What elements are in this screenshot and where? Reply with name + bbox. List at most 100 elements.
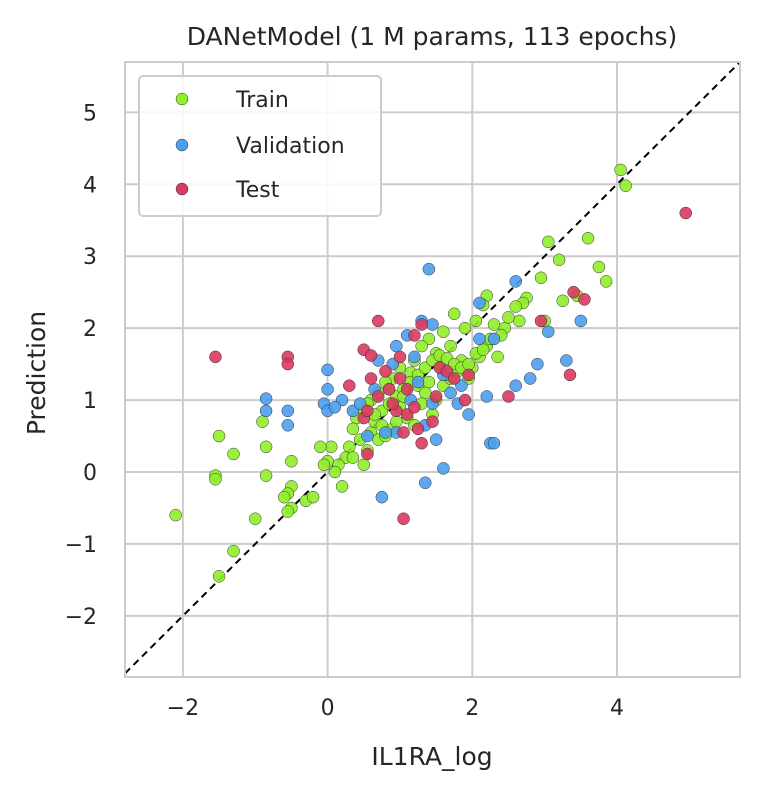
point-train xyxy=(346,451,360,464)
point-validation xyxy=(473,332,486,346)
point-validation xyxy=(509,275,522,288)
point-validation xyxy=(281,418,295,432)
point-train xyxy=(324,440,338,454)
point-train xyxy=(614,163,627,177)
point-test xyxy=(415,436,428,450)
point-test xyxy=(397,426,410,439)
point-train xyxy=(259,469,273,482)
y-axis-label: Prediction xyxy=(22,311,51,435)
point-train xyxy=(248,512,262,526)
point-test xyxy=(281,357,295,371)
point-validation xyxy=(480,390,494,403)
point-train xyxy=(227,544,240,558)
point-test xyxy=(393,350,407,364)
point-test xyxy=(364,349,378,362)
point-train xyxy=(534,271,548,285)
point-train xyxy=(306,490,320,504)
legend-box xyxy=(138,75,382,217)
point-train xyxy=(256,415,269,428)
point-train xyxy=(581,231,595,245)
point-train xyxy=(592,260,606,274)
point-test xyxy=(371,314,385,328)
point-validation xyxy=(259,392,273,405)
point-validation xyxy=(444,386,457,400)
point-validation xyxy=(259,404,273,418)
legend-marker-train xyxy=(175,92,189,106)
point-test xyxy=(429,390,443,403)
x-tick-label: 0 xyxy=(321,696,335,721)
point-validation xyxy=(487,436,501,450)
y-ticks: −2 −1 0 1 2 3 4 5 xyxy=(65,101,97,630)
identity-reference-line xyxy=(124,61,741,675)
point-validation xyxy=(473,296,486,310)
x-ticks: −2 0 2 4 xyxy=(167,696,624,721)
point-validation xyxy=(509,379,522,392)
point-validation xyxy=(411,375,425,389)
point-validation xyxy=(375,490,389,504)
legend-marker-test xyxy=(175,182,189,196)
legend-label-validation: Validation xyxy=(236,134,345,159)
point-test xyxy=(408,401,421,414)
point-train xyxy=(285,454,298,468)
point-validation xyxy=(408,350,421,364)
point-train xyxy=(169,508,182,522)
point-train xyxy=(509,300,522,313)
point-test xyxy=(400,383,414,396)
point-train xyxy=(599,275,613,288)
point-train xyxy=(390,415,403,428)
point-test xyxy=(502,390,515,403)
point-validation xyxy=(523,372,537,385)
point-validation xyxy=(379,426,392,439)
y-tick-label: −2 xyxy=(65,605,97,630)
point-validation xyxy=(531,357,544,371)
x-tick-label: −2 xyxy=(167,696,199,721)
point-train xyxy=(259,440,273,454)
legend-label-train: Train xyxy=(235,88,289,113)
point-validation xyxy=(419,476,432,490)
point-train xyxy=(314,440,327,454)
x-tick-label: 2 xyxy=(465,696,479,721)
point-validation xyxy=(560,354,573,367)
point-train xyxy=(277,490,291,504)
point-train xyxy=(328,465,342,479)
x-tick-label: 4 xyxy=(610,696,624,721)
point-test xyxy=(361,404,374,418)
point-test xyxy=(563,368,577,382)
data-points xyxy=(169,163,692,583)
point-validation xyxy=(390,339,403,353)
chart-title: DANetModel (1 M params, 113 epochs) xyxy=(187,22,678,51)
point-train xyxy=(542,235,555,249)
y-tick-label: 3 xyxy=(83,245,97,270)
point-validation xyxy=(429,433,443,446)
point-test xyxy=(209,350,222,364)
point-validation xyxy=(462,408,475,421)
y-tick-label: 2 xyxy=(83,317,97,342)
point-validation xyxy=(426,318,439,331)
point-train xyxy=(437,325,450,338)
y-tick-label: 0 xyxy=(83,461,97,486)
point-test xyxy=(462,368,475,382)
point-train xyxy=(491,350,504,364)
point-validation xyxy=(321,383,334,396)
point-validation xyxy=(487,332,501,346)
point-test xyxy=(447,372,461,385)
point-train xyxy=(619,179,632,192)
point-test xyxy=(343,379,356,392)
x-axis-label: IL1RA_log xyxy=(371,742,492,771)
point-test xyxy=(371,390,385,403)
y-tick-label: 1 xyxy=(83,389,97,414)
point-test xyxy=(408,329,421,342)
point-train xyxy=(343,440,356,454)
point-test xyxy=(411,422,425,436)
point-test xyxy=(379,365,392,378)
point-train xyxy=(281,505,295,518)
point-test xyxy=(361,447,374,461)
point-train xyxy=(476,343,490,356)
point-train xyxy=(346,422,360,436)
point-train xyxy=(419,386,432,400)
point-test xyxy=(534,314,548,328)
y-tick-label: 4 xyxy=(83,173,97,198)
y-tick-label: −1 xyxy=(65,533,97,558)
point-train xyxy=(469,314,483,328)
